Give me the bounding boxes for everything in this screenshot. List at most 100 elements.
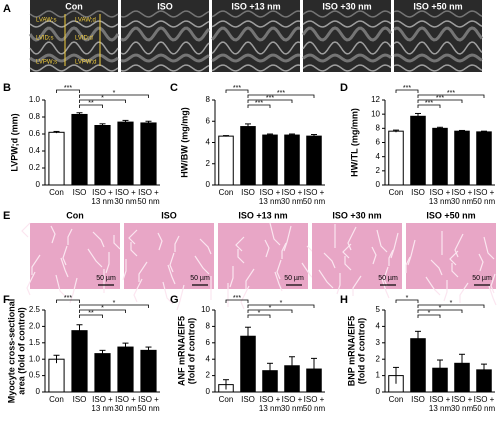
y-tick-label: 8 — [206, 95, 211, 104]
echo-trace — [393, 26, 484, 42]
y-tick-label: 0.2 — [29, 163, 41, 172]
bar — [94, 353, 111, 393]
y-tick-label: 1 — [376, 371, 381, 380]
x-tick-label: ISO — [411, 395, 425, 404]
histology-texture — [483, 236, 495, 260]
y-tick-label: 0 — [36, 387, 41, 396]
error-bar — [393, 366, 399, 384]
error-bar — [122, 119, 129, 124]
y-tick-label: 0 — [36, 180, 41, 189]
significance-label: *** — [403, 85, 411, 92]
y-tick-label: 4 — [376, 322, 381, 331]
x-tick-label: ISO +30 nm — [114, 188, 137, 206]
y-tick-label: 3 — [376, 338, 381, 347]
scale-bar-label: 50 µm — [190, 275, 210, 282]
histology-texture — [128, 229, 138, 245]
significance-bracket — [247, 309, 293, 313]
error-bar — [76, 324, 83, 337]
significance-bracket — [417, 309, 463, 313]
significance-bracket — [247, 314, 271, 318]
error-bar — [99, 349, 106, 357]
significance-label: ** — [88, 310, 94, 317]
histology-texture — [199, 238, 212, 255]
error-bar — [481, 363, 487, 376]
panel-letter: H — [340, 294, 348, 306]
y-tick-label: 4 — [206, 354, 211, 363]
histology-texture — [194, 255, 210, 275]
x-tick-label: ISO +13 nm — [91, 188, 114, 206]
significance-bracket — [56, 299, 80, 303]
histology-texture — [376, 229, 388, 253]
echo-trace — [302, 41, 392, 55]
significance-bracket — [247, 94, 315, 98]
x-tick-label: ISO — [73, 395, 87, 404]
bar — [218, 135, 234, 186]
error-bar — [223, 379, 229, 390]
significance-label: * — [258, 310, 261, 317]
y-tick-label: 0.8 — [29, 112, 41, 121]
bar — [140, 349, 157, 393]
echo-title: ISO +30 nm — [322, 1, 371, 11]
y-tick-label: 0.5 — [29, 371, 41, 380]
significance-bracket — [417, 94, 485, 98]
histology-texture — [174, 235, 180, 252]
significance-label: *** — [447, 90, 455, 97]
echo-trace — [120, 10, 210, 18]
histology-texture — [276, 259, 282, 280]
x-tick-label: ISO — [241, 395, 255, 404]
histology-texture — [62, 245, 68, 266]
histology-texture — [157, 232, 163, 251]
echo-trace — [301, 26, 393, 42]
significance-bracket — [417, 99, 463, 103]
significance-label: *** — [255, 100, 263, 107]
y-axis-label: (fold of control) — [186, 318, 196, 384]
error-bar — [311, 357, 317, 380]
histology-texture — [281, 242, 287, 259]
bar — [117, 346, 134, 393]
histology-texture — [390, 232, 399, 259]
histology-texture — [87, 248, 103, 268]
x-tick-label: ISO +30 nm — [281, 395, 304, 413]
histology-texture — [92, 231, 105, 248]
histology-texture — [229, 266, 234, 288]
significance-bracket — [247, 99, 293, 103]
x-tick-label: ISO +50 nm — [473, 188, 496, 206]
y-tick-label: 0.4 — [29, 146, 41, 155]
bar — [94, 125, 111, 186]
histology-texture — [342, 243, 352, 259]
histology-texture — [113, 235, 121, 250]
echo-trace — [120, 26, 211, 42]
echo-trace — [393, 41, 483, 55]
error-bar — [267, 362, 273, 379]
significance-bracket — [417, 304, 485, 308]
echo-trace — [211, 20, 301, 28]
y-tick-label: 10 — [371, 109, 380, 118]
error-bar — [145, 346, 152, 354]
histology-title: ISO +50 nm — [426, 210, 475, 220]
error-bar — [122, 342, 129, 351]
x-tick-label: ISO +13 nm — [91, 395, 114, 413]
histology-texture — [274, 271, 283, 292]
error-bar — [76, 112, 83, 117]
x-tick-label: Con — [49, 188, 64, 197]
panel-letter: G — [170, 294, 179, 306]
histology-texture — [50, 225, 56, 244]
histology-texture — [176, 284, 185, 311]
x-tick-label: ISO +30 nm — [451, 188, 474, 206]
bar — [454, 130, 470, 186]
histology-title: ISO +30 nm — [332, 210, 381, 220]
histology-texture — [21, 222, 31, 238]
histology-texture — [237, 249, 245, 264]
histology-texture — [55, 274, 67, 298]
bar — [284, 134, 300, 186]
x-tick-label: ISO +13 nm — [259, 188, 282, 206]
error-bar — [245, 326, 251, 346]
x-tick-label: ISO +13 nm — [429, 395, 452, 413]
bar — [48, 358, 65, 393]
significance-bracket — [56, 89, 80, 93]
x-tick-label: Con — [389, 188, 404, 197]
histology-texture — [344, 256, 352, 271]
y-tick-label: 12 — [371, 95, 380, 104]
significance-label: * — [101, 95, 104, 102]
significance-bracket — [79, 99, 126, 103]
